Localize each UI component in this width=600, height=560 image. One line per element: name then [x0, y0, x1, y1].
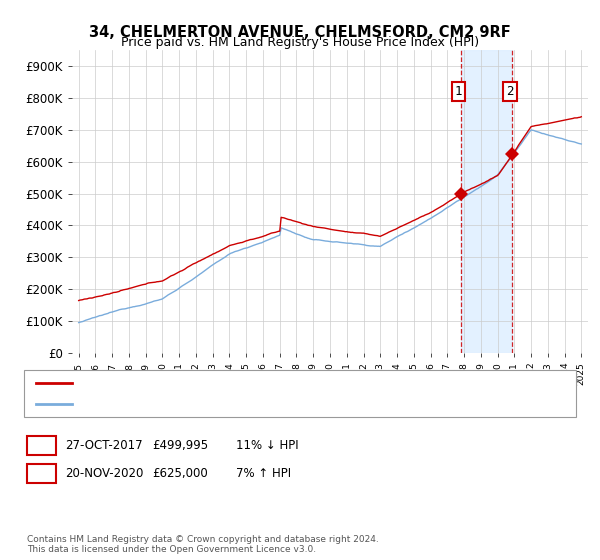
- Text: 11% ↓ HPI: 11% ↓ HPI: [236, 438, 298, 452]
- Text: 27-OCT-2017: 27-OCT-2017: [65, 438, 142, 452]
- Text: Price paid vs. HM Land Registry's House Price Index (HPI): Price paid vs. HM Land Registry's House …: [121, 36, 479, 49]
- Text: 2: 2: [38, 466, 45, 480]
- Text: 7% ↑ HPI: 7% ↑ HPI: [236, 466, 291, 480]
- Bar: [461, 50, 512, 353]
- Text: £625,000: £625,000: [152, 466, 208, 480]
- Text: 20-NOV-2020: 20-NOV-2020: [65, 466, 143, 480]
- Text: 1: 1: [455, 85, 462, 99]
- Text: £499,995: £499,995: [152, 438, 208, 452]
- Text: 1: 1: [38, 438, 45, 452]
- Text: 34, CHELMERTON AVENUE, CHELMSFORD, CM2 9RF (detached house): 34, CHELMERTON AVENUE, CHELMSFORD, CM2 9…: [78, 378, 440, 388]
- Text: HPI: Average price, detached house, Chelmsford: HPI: Average price, detached house, Chel…: [78, 399, 331, 409]
- Text: 34, CHELMERTON AVENUE, CHELMSFORD, CM2 9RF: 34, CHELMERTON AVENUE, CHELMSFORD, CM2 9…: [89, 25, 511, 40]
- Text: 2: 2: [506, 85, 514, 99]
- Text: Contains HM Land Registry data © Crown copyright and database right 2024.
This d: Contains HM Land Registry data © Crown c…: [27, 535, 379, 554]
